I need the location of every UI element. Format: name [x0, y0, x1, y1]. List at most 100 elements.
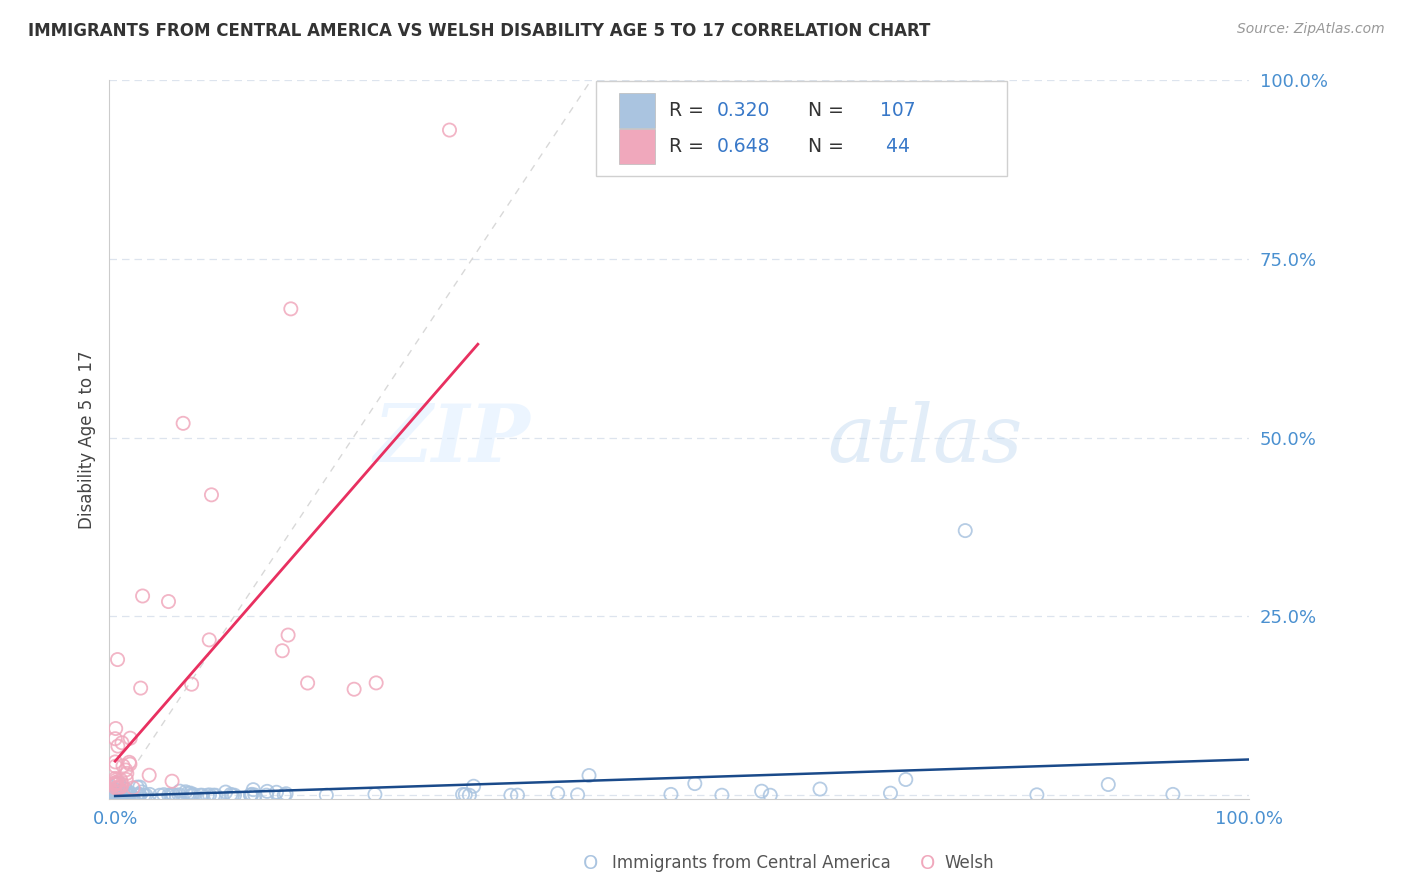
Point [104, 782, 127, 797]
Point [242, 782, 264, 797]
Point [271, 644, 294, 658]
Text: R =: R = [669, 101, 710, 120]
Point [114, 763, 136, 777]
Point [454, 788, 477, 802]
Point [110, 780, 132, 794]
Point [169, 784, 191, 798]
Point [118, 756, 141, 770]
Point [174, 785, 197, 799]
Text: R =: R = [669, 137, 710, 156]
FancyBboxPatch shape [619, 93, 655, 128]
Point [104, 788, 127, 802]
Text: 0.320: 0.320 [717, 101, 770, 120]
Point [104, 759, 127, 773]
Point [165, 789, 187, 803]
Point [120, 731, 142, 746]
Text: O: O [583, 854, 598, 873]
Point [256, 784, 278, 798]
Point [364, 788, 387, 802]
Point [177, 786, 200, 800]
Point [107, 787, 129, 801]
Point [266, 785, 288, 799]
Point [107, 787, 129, 801]
Point [115, 772, 138, 787]
Point [128, 788, 150, 802]
Point [104, 777, 127, 791]
Point [111, 736, 134, 750]
Point [181, 788, 204, 802]
Point [198, 632, 221, 647]
Point [104, 772, 127, 786]
Point [879, 786, 901, 800]
Point [160, 774, 183, 789]
Point [110, 789, 132, 803]
Point [240, 788, 263, 802]
Text: IMMIGRANTS FROM CENTRAL AMERICA VS WELSH DISABILITY AGE 5 TO 17 CORRELATION CHAR: IMMIGRANTS FROM CENTRAL AMERICA VS WELSH… [28, 22, 931, 40]
Point [122, 780, 145, 795]
Point [759, 789, 782, 803]
Point [221, 789, 243, 803]
Point [172, 417, 194, 431]
Point [118, 789, 141, 803]
Point [105, 788, 128, 802]
Point [955, 524, 977, 538]
Point [506, 788, 529, 802]
Point [111, 777, 134, 791]
Point [239, 788, 262, 802]
Point [1097, 777, 1119, 791]
Point [114, 782, 136, 797]
Point [315, 788, 337, 802]
Point [149, 789, 172, 803]
Point [157, 788, 180, 802]
Point [115, 788, 138, 802]
Point [157, 594, 180, 608]
Point [128, 789, 150, 803]
Point [131, 785, 153, 799]
FancyBboxPatch shape [619, 129, 655, 164]
Point [273, 788, 295, 802]
Point [108, 780, 131, 795]
Text: 0.648: 0.648 [717, 137, 770, 156]
Point [180, 677, 202, 691]
Point [108, 788, 131, 802]
Point [111, 759, 134, 773]
Point [567, 788, 589, 802]
Point [167, 788, 190, 802]
Point [104, 786, 127, 800]
Point [104, 773, 127, 788]
Point [107, 652, 129, 666]
Point [243, 788, 266, 802]
Point [110, 787, 132, 801]
Text: 107: 107 [880, 101, 915, 120]
Point [162, 789, 184, 803]
Point [280, 301, 302, 316]
Point [547, 786, 569, 800]
Point [104, 785, 127, 799]
Point [104, 722, 127, 736]
Point [104, 788, 127, 802]
Point [117, 788, 139, 802]
Point [128, 788, 150, 802]
Point [1025, 788, 1047, 802]
Point [138, 788, 160, 802]
Point [104, 788, 127, 802]
Point [110, 789, 132, 803]
Point [131, 589, 153, 603]
Point [1161, 788, 1184, 802]
Point [162, 788, 184, 802]
Point [200, 488, 222, 502]
Point [197, 788, 219, 802]
Point [274, 787, 297, 801]
Y-axis label: Disability Age 5 to 17: Disability Age 5 to 17 [79, 351, 96, 529]
Point [439, 123, 461, 137]
Point [239, 788, 262, 802]
Point [191, 789, 214, 803]
Text: N =: N = [796, 137, 851, 156]
Point [224, 788, 246, 802]
Point [808, 782, 831, 797]
Point [115, 766, 138, 780]
Point [297, 676, 319, 690]
Point [180, 788, 202, 802]
Point [180, 786, 202, 800]
Point [118, 757, 141, 772]
